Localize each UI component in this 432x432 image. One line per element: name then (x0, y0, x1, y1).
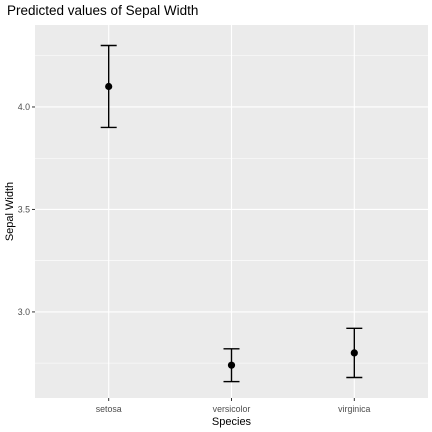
x-tick-label: setosa (96, 404, 122, 414)
x-tick-label: versicolor (213, 404, 251, 414)
y-tick-label: 3.5 (18, 204, 30, 214)
data-point (227, 361, 236, 369)
x-axis-ticks: setosa versicolor virginica (96, 398, 371, 414)
y-tick-label: 3.0 (18, 307, 30, 317)
y-tick-label: 4.0 (18, 102, 30, 112)
y-axis-title: Sepal Width (4, 182, 16, 241)
x-axis-title: Species (212, 416, 252, 428)
x-tick-label: virginica (338, 404, 370, 414)
data-point (105, 82, 113, 91)
y-axis-ticks: 3.0 3.5 4.0 (18, 102, 35, 317)
chart-title: Predicted values of Sepal Width (7, 3, 198, 18)
data-point (350, 349, 358, 357)
data-marks (100, 44, 363, 383)
